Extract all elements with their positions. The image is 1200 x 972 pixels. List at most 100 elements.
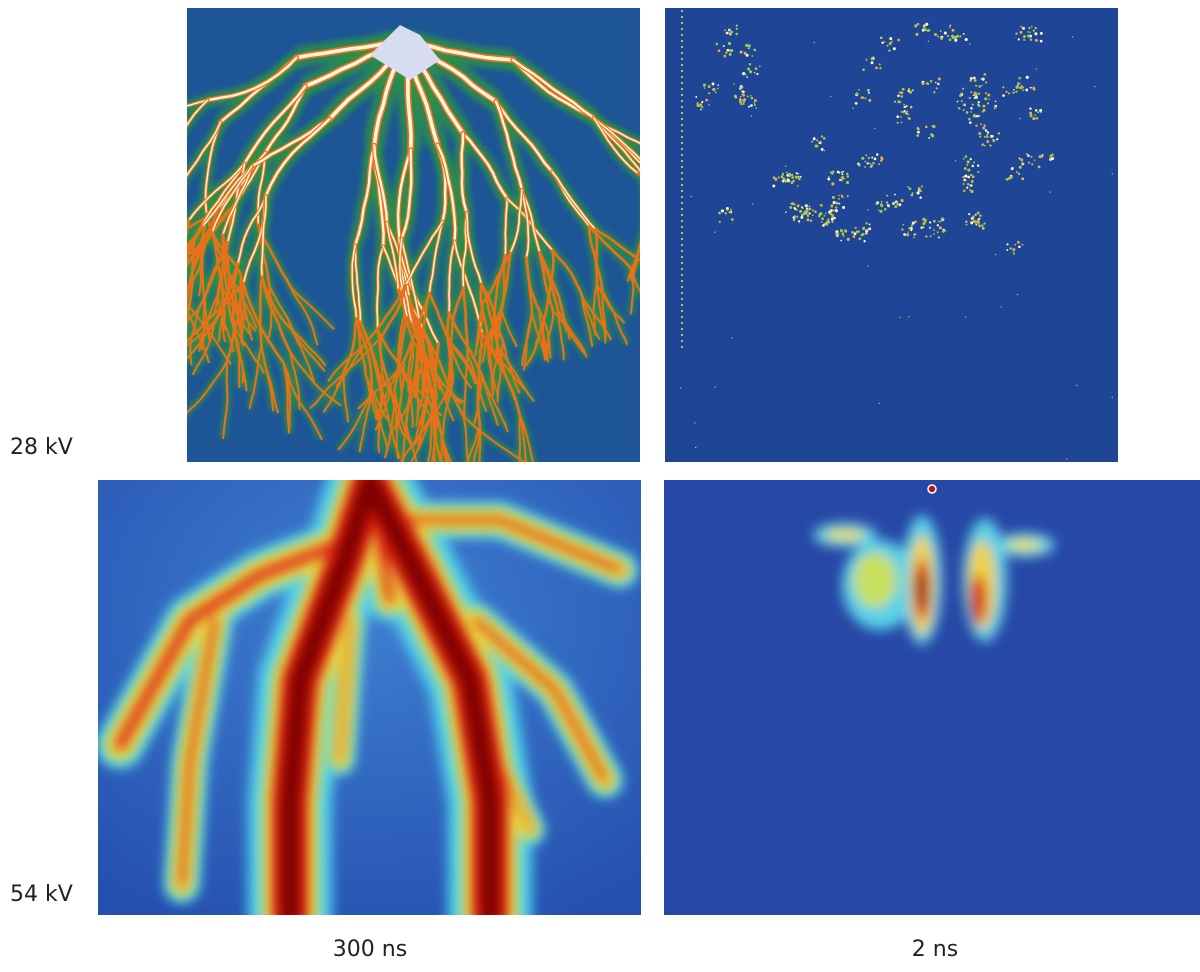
- speckle: [881, 42, 883, 44]
- speckle: [820, 204, 823, 207]
- speckle: [973, 94, 975, 96]
- speckle: [893, 47, 896, 50]
- speckle: [1023, 35, 1026, 38]
- speckle: [791, 176, 794, 179]
- speckle: [973, 77, 976, 80]
- streamer: [67, 159, 98, 182]
- speckle: [876, 153, 879, 156]
- speckle: [975, 214, 977, 216]
- speckle: [933, 233, 935, 235]
- speckle: [821, 221, 823, 223]
- speckle: [1025, 89, 1028, 92]
- speckle: [931, 134, 934, 137]
- speckle: [865, 161, 867, 163]
- speckle: [886, 201, 888, 203]
- streamer: [150, 301, 187, 360]
- streamer: [112, 189, 126, 251]
- speckle: [971, 190, 973, 192]
- speckle: [796, 172, 798, 174]
- streamer: [642, 165, 663, 234]
- streamer-halo: [52, 164, 77, 219]
- streamer: [116, 201, 132, 242]
- speckle: [833, 201, 836, 204]
- speckle: [963, 183, 965, 185]
- speckle: [1002, 86, 1004, 88]
- speckle: [1040, 111, 1042, 113]
- speckle: [897, 39, 900, 42]
- speckle: [970, 158, 972, 160]
- speckle: [810, 220, 812, 222]
- speckle: [852, 108, 853, 109]
- speckle: [963, 103, 966, 106]
- speckle: [789, 175, 791, 177]
- speckle: [868, 157, 870, 159]
- streamer: [106, 277, 154, 324]
- column-label: 300 ns: [333, 937, 407, 962]
- speckle: [797, 176, 799, 178]
- speckle: [981, 143, 984, 146]
- speckle: [748, 106, 750, 108]
- speckle: [982, 127, 985, 130]
- speckle: [978, 224, 980, 226]
- speckle: [1018, 83, 1020, 85]
- streamer: [94, 189, 113, 242]
- speckle: [791, 174, 793, 176]
- speckle: [1034, 114, 1036, 116]
- speckle: [837, 233, 840, 236]
- speckle: [750, 95, 752, 97]
- speckle: [1018, 173, 1020, 175]
- speckle: [1033, 29, 1035, 31]
- speckle: [982, 111, 984, 113]
- speckle: [800, 176, 802, 178]
- speckle: [888, 49, 890, 51]
- streamer: [179, 269, 184, 331]
- speckle: [830, 96, 831, 97]
- speckle: [984, 145, 986, 147]
- speckle: [735, 33, 738, 36]
- speckle: [724, 29, 726, 31]
- speckle: [917, 23, 919, 25]
- speckle: [868, 92, 870, 94]
- speckle: [987, 102, 989, 104]
- speckle: [800, 216, 803, 219]
- speckle: [798, 220, 800, 222]
- speckle: [730, 31, 733, 34]
- speckle: [940, 37, 943, 40]
- speckle: [970, 77, 973, 80]
- speckle: [940, 30, 942, 32]
- speckle: [878, 403, 879, 404]
- streamer-halo: [126, 303, 145, 357]
- speckle: [1011, 167, 1014, 170]
- streamer: [147, 199, 172, 285]
- streamer-halo: [150, 301, 187, 360]
- speckle: [744, 52, 747, 55]
- speckle: [867, 162, 869, 164]
- speckle: [832, 196, 835, 199]
- speckle: [772, 184, 775, 187]
- speckle: [697, 102, 699, 104]
- speckle: [825, 213, 827, 215]
- speckle: [1037, 111, 1039, 113]
- speckle: [881, 158, 884, 161]
- speckle: [739, 98, 742, 101]
- speckle: [1028, 27, 1030, 29]
- speckle: [846, 181, 849, 184]
- speckle: [1022, 244, 1024, 246]
- speckle: [972, 165, 975, 168]
- speckle: [1030, 156, 1032, 158]
- speckle: [974, 79, 977, 82]
- streamer-halo: [177, 301, 187, 387]
- speckle: [1029, 107, 1031, 109]
- speckle: [908, 227, 911, 230]
- speckle: [897, 100, 900, 103]
- speckle: [789, 206, 792, 209]
- speckle: [1015, 90, 1017, 92]
- speckle: [970, 91, 972, 93]
- speckle: [847, 195, 849, 197]
- speckle: [824, 215, 826, 217]
- speckle: [901, 228, 903, 230]
- speckle: [805, 204, 808, 207]
- streamer: [132, 202, 134, 240]
- streamer-halo: [167, 275, 175, 314]
- speckle: [793, 180, 795, 182]
